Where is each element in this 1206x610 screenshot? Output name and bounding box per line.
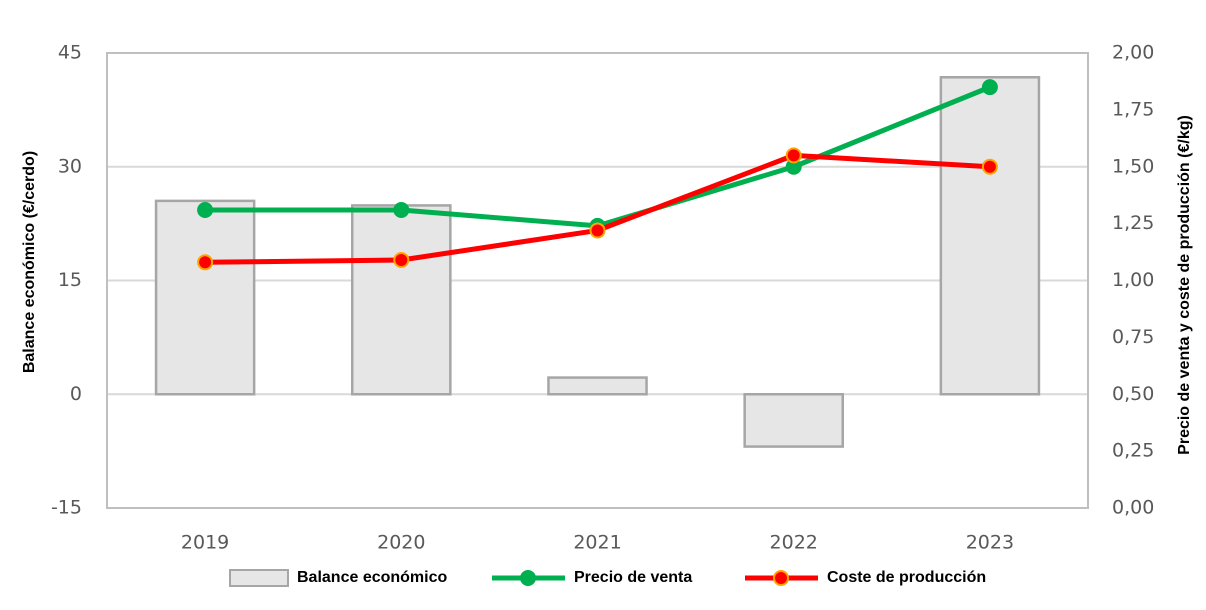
bar <box>939 76 1041 396</box>
x-tick-label: 2022 <box>770 532 818 554</box>
y-tick-label: 30 <box>58 155 82 177</box>
bar <box>743 393 845 448</box>
marker <box>981 158 998 175</box>
y2-tick-label: 0,00 <box>1112 497 1154 519</box>
legend-label: Coste de producción <box>827 569 986 586</box>
marker <box>393 201 410 218</box>
marker <box>785 147 802 164</box>
x-tick-label: 2021 <box>573 532 621 554</box>
y-tick-label: -15 <box>51 497 82 519</box>
y2-tick-label: 0,25 <box>1112 440 1154 462</box>
y2-tick-label: 2,00 <box>1112 42 1154 64</box>
y-tick-label: 15 <box>58 269 82 291</box>
y2-tick-label: 0,50 <box>1112 383 1154 405</box>
plot-border <box>106 52 1089 509</box>
bar <box>547 376 648 396</box>
legend-marker <box>520 570 536 586</box>
y-tick-label: 45 <box>58 42 82 64</box>
bar <box>351 204 452 396</box>
marker <box>197 254 214 271</box>
legend-swatch <box>229 569 289 587</box>
y2-tick-label: 1,00 <box>1112 269 1154 291</box>
y2-tick-label: 1,50 <box>1112 155 1154 177</box>
y2-tick-label: 0,75 <box>1112 326 1154 348</box>
marker <box>197 201 214 218</box>
bar <box>154 199 256 396</box>
marker <box>589 222 606 239</box>
x-tick-label: 2020 <box>377 532 425 554</box>
marker <box>981 79 998 96</box>
y-tick-label: 0 <box>70 383 82 405</box>
legend-label: Balance económico <box>297 569 448 586</box>
y-axis-title: Balance económico (€/cerdo) <box>21 151 38 373</box>
x-tick-label: 2023 <box>966 532 1014 554</box>
legend-label: Precio de venta <box>574 569 692 586</box>
marker <box>393 252 410 269</box>
line <box>205 84 991 229</box>
y2-axis-title: Precio de venta y coste de producción (€… <box>1176 115 1193 455</box>
y2-tick-label: 1,75 <box>1112 98 1154 120</box>
legend-marker <box>773 570 789 586</box>
y2-tick-label: 1,25 <box>1112 212 1154 234</box>
x-tick-label: 2019 <box>181 532 229 554</box>
